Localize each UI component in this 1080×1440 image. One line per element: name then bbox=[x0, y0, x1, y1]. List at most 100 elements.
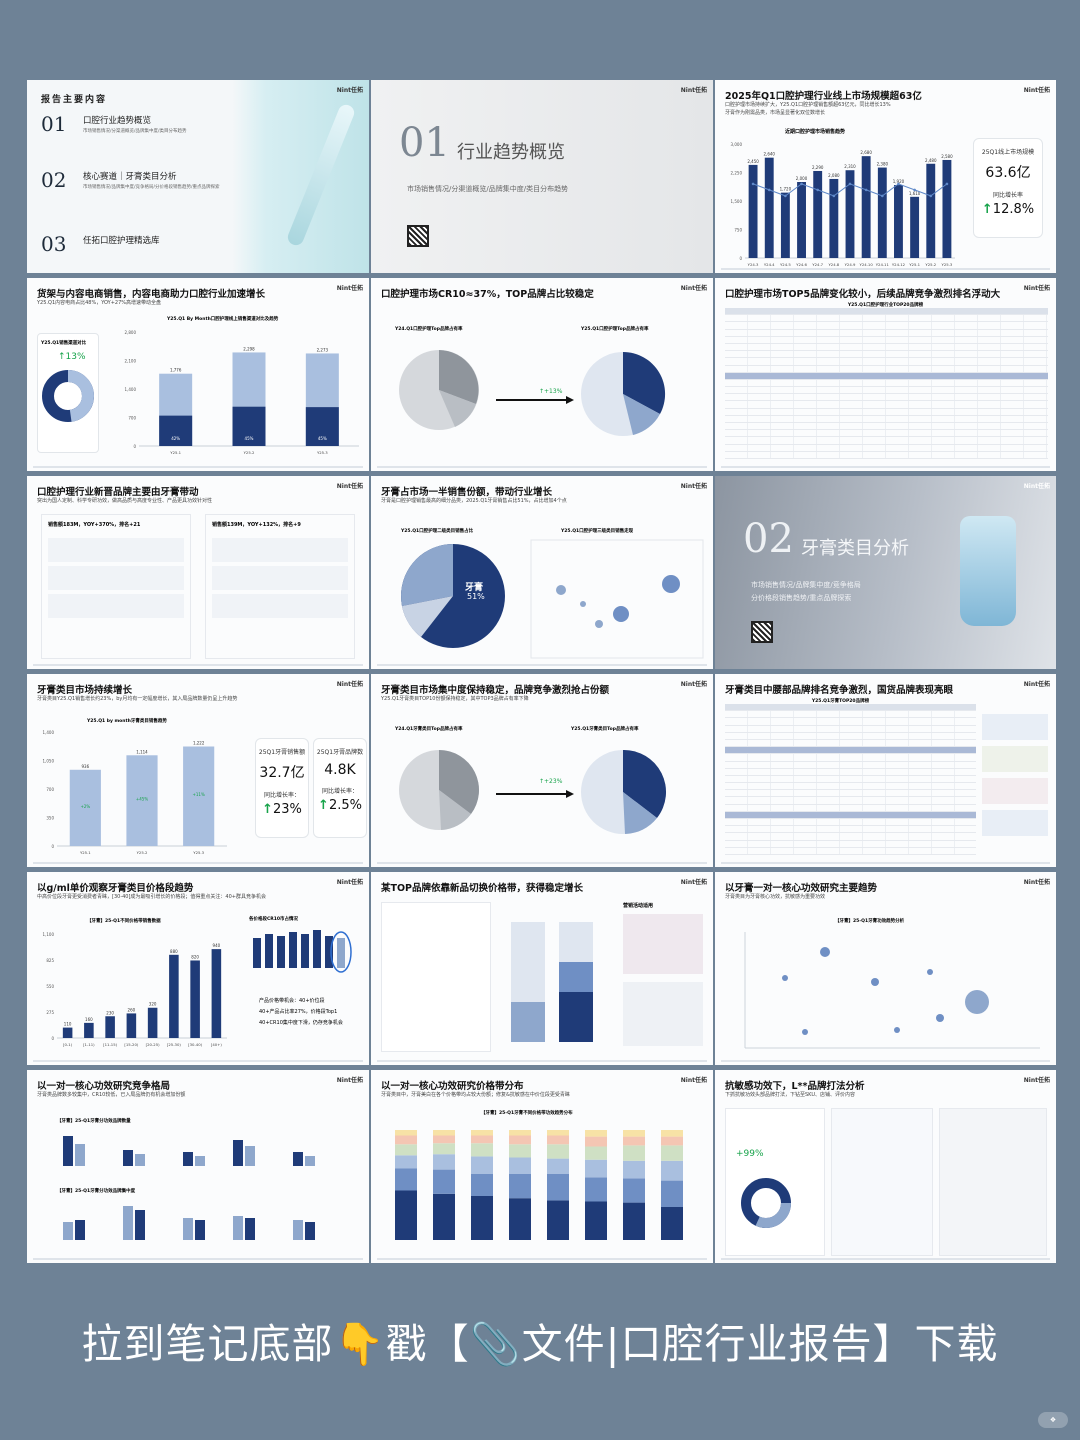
x-tick-label: [40+) bbox=[211, 1042, 222, 1047]
data-label: 880 bbox=[170, 949, 178, 954]
marketing-image bbox=[623, 982, 703, 1046]
x-tick-label: Y24.12 bbox=[892, 262, 906, 267]
bar bbox=[147, 1007, 158, 1038]
panel-growth-value: 13% bbox=[65, 352, 86, 362]
bar bbox=[797, 182, 806, 258]
data-label: 2,290 bbox=[812, 165, 824, 170]
marketing-image bbox=[623, 914, 703, 974]
y-tick-label: 550 bbox=[46, 984, 54, 989]
data-label: 2,680 bbox=[860, 150, 872, 155]
slide-footer bbox=[33, 664, 363, 666]
slide-top20-table[interactable]: Nint任拓 口腔护理市场TOP5品牌变化较小，后续品牌竞争激烈排名浮动大 Y2… bbox=[715, 278, 1056, 471]
data-label: 1,720 bbox=[780, 187, 792, 192]
slide-category-share[interactable]: Nint任拓 牙膏占市场一半销售份额，带动行业增长 牙膏是口腔护理销售最高的细分… bbox=[371, 476, 713, 669]
bar bbox=[813, 170, 823, 258]
stack-segment bbox=[471, 1135, 493, 1144]
right-pie-title: Y25.Q1牙膏类目Top品牌占有率 bbox=[571, 727, 639, 732]
slide-title: 某TOP品牌依靠新品切换价格带，获得稳定增长 bbox=[381, 883, 584, 894]
slide-efficacy-price[interactable]: Nint任拓 以一对一核心功效研究价格带分布 牙膏类目中，牙膏美白在各个价格带均… bbox=[371, 1070, 713, 1263]
x-tick-label: [25-30) bbox=[167, 1042, 182, 1047]
table-row bbox=[725, 783, 976, 791]
slide-efficacy-trend[interactable]: Nint任拓 以牙膏一对一核心功效研究主要趋势 牙膏类目为牙膏核心功效，抗敏感为… bbox=[715, 872, 1056, 1065]
pie-slice-top10 bbox=[439, 750, 479, 814]
trend-point bbox=[881, 194, 884, 198]
slide-market-size[interactable]: Nint任拓 2025年Q1口腔护理行业线上市场规模超63亿 口腔护理市场持续扩… bbox=[715, 80, 1056, 273]
slide-footer bbox=[721, 466, 1050, 468]
slide-section-02[interactable]: Nint任拓 02 牙膏类目分析 市场销售情况/品牌集中度/竞争格局 分价格段销售… bbox=[715, 476, 1056, 669]
table-row bbox=[725, 718, 976, 726]
slide-toc[interactable]: Nint任拓 报告主要内容 01 口腔行业趋势概览 市场销售情况/分渠道概览/品… bbox=[27, 80, 369, 273]
stack-segment bbox=[661, 1180, 683, 1207]
brand-card-head: 销售额139M，YOY+132%，排名+9 bbox=[212, 522, 301, 528]
slide-title: 以一对一核心功效研究价格带分布 bbox=[381, 1081, 524, 1092]
stack-segment bbox=[471, 1174, 493, 1196]
slide-efficacy-competition[interactable]: Nint任拓 以一对一核心功效研究竞争格局 牙膏类品牌数多较集中，CR10较低，… bbox=[27, 1070, 369, 1263]
stack-segment bbox=[623, 1136, 645, 1146]
y-tick-label: 700 bbox=[128, 416, 136, 421]
slide-footer bbox=[33, 1258, 363, 1260]
slide-brand-strategy[interactable]: Nint任拓 抗敏感功效下，L**品牌打法分析 下抓抗敏功效头部品牌打法，下钻至… bbox=[715, 1070, 1056, 1263]
brand-logo: Nint任拓 bbox=[1023, 285, 1050, 292]
price-chart: 0 275 550 825 1,100 110 [0-1) 160 [1-11) 230 [11-1… bbox=[43, 932, 227, 1047]
efficacy-bubble-chart bbox=[744, 932, 1040, 1049]
toc-desc: 市场销售情况/分渠道概览/品牌集中度/类目分布趋势 bbox=[83, 129, 187, 134]
slide-subtitle: 牙膏类目中，牙膏美白在各个价格带均占较大份额；修复&抗敏感在中价位段更受青睐 bbox=[381, 1092, 570, 1098]
brand-card-left: 销售额183M，YOY+370%，排名+21 bbox=[41, 514, 191, 659]
stack-segment bbox=[661, 1145, 683, 1161]
toc-label: 任拓口腔护理精选库 bbox=[83, 236, 160, 246]
stack-segment bbox=[623, 1202, 645, 1240]
bar bbox=[126, 755, 158, 846]
sku-row bbox=[48, 538, 184, 562]
brand-logo: Nint任拓 bbox=[336, 483, 363, 490]
pie-slice-top10 bbox=[623, 351, 666, 414]
bar bbox=[169, 954, 179, 1038]
slide-footer bbox=[377, 862, 707, 864]
brand-table bbox=[725, 308, 1048, 459]
toothpaste-chart: 0 350 700 1,050 1,400 936 Y25.1 +2% 1,114 Y25.2 +4… bbox=[43, 730, 227, 855]
x-tick-label: [0-1) bbox=[63, 1042, 73, 1047]
kpi-growth-value: 12.8% bbox=[992, 202, 1035, 217]
slide-price-bands[interactable]: Nint任拓 以g/ml单价观察牙膏类目价格段趋势 中高价位段牙膏更受消费者青睐… bbox=[27, 872, 369, 1065]
stack-segment bbox=[547, 1130, 569, 1136]
slide-new-brands[interactable]: Nint任拓 口腔护理行业新晋品牌主要由牙膏带动 突出为国人定制、科学专研功效，… bbox=[27, 476, 369, 669]
slide-toothpaste-cr[interactable]: Nint任拓 牙膏类目市场集中度保持稳定，品牌竞争激烈抢占份额 Y25.Q1牙膏… bbox=[371, 674, 713, 867]
brand-table bbox=[725, 704, 976, 855]
toc-desc: 市场销售情况/品牌集中度/竞争格局/分价格段销售趋势/重点品牌探索 bbox=[83, 185, 220, 190]
slide-channel[interactable]: Nint任拓 货架与内容电商销售，内容电商助力口腔行业加速增长 Y25.Q1内容… bbox=[27, 278, 369, 471]
kpi-growth-label: 同比增长率： bbox=[263, 792, 300, 799]
bar bbox=[748, 164, 758, 258]
bar bbox=[62, 1027, 73, 1038]
bar bbox=[105, 1016, 115, 1038]
kpi-value: 32.7亿 bbox=[259, 765, 305, 781]
data-label: 2,298 bbox=[243, 346, 255, 351]
stack-segment bbox=[433, 1169, 455, 1194]
slide-footer bbox=[721, 1060, 1050, 1062]
table-row bbox=[725, 315, 1048, 323]
kpi-label: 25Q1牙膏品牌数 bbox=[316, 749, 364, 756]
trend-point bbox=[945, 182, 949, 186]
growth-label: +2% bbox=[80, 804, 90, 809]
share-donut bbox=[741, 1178, 791, 1228]
marketing-title: 营销活动适用 bbox=[623, 903, 654, 909]
data-label: 2,080 bbox=[828, 173, 840, 178]
trend-point bbox=[784, 194, 787, 198]
slide-toothpaste-top20[interactable]: Nint任拓 牙膏类目中腰部品牌排名竞争激烈，国货品牌表现亮眼 Y25.Q1牙膏… bbox=[715, 674, 1056, 867]
table-row bbox=[725, 329, 1048, 337]
x-tick-label: Y24.7 bbox=[812, 262, 823, 267]
slide-brand-case[interactable]: Nint任拓 某TOP品牌依靠新品切换价格带，获得稳定增长 营销活动适用 bbox=[371, 872, 713, 1065]
left-pie-title: Y24.Q1口腔护理Top品牌占有率 bbox=[395, 327, 463, 332]
table-row bbox=[725, 761, 976, 769]
slide-section-01[interactable]: Nint任拓 01 行业趋势概览 市场销售情况/分渠道概览/品牌集中度/类目分布… bbox=[371, 80, 713, 273]
arrow-head bbox=[566, 396, 574, 404]
strategy-panel-1: +99% bbox=[725, 1108, 825, 1256]
data-label: 1,114 bbox=[136, 749, 148, 754]
slide-toothpaste-growth[interactable]: Nint任拓 牙膏类目市场持续增长 牙膏类目Y25.Q1销售增长约23%，by月… bbox=[27, 674, 369, 867]
bubble bbox=[613, 606, 629, 622]
yoy-value: +23% bbox=[544, 778, 563, 785]
pie-slice-top10-20 bbox=[439, 790, 471, 830]
data-label: 260 bbox=[128, 1007, 136, 1012]
bar bbox=[861, 156, 871, 258]
slide-cr10[interactable]: Nint任拓 口腔护理市场CR10≈37%，TOP品牌占比较稳定 Y24.Q1口… bbox=[371, 278, 713, 471]
toc-item-3: 03 任拓口腔护理精选库 bbox=[41, 232, 160, 256]
trend-point bbox=[848, 182, 852, 186]
